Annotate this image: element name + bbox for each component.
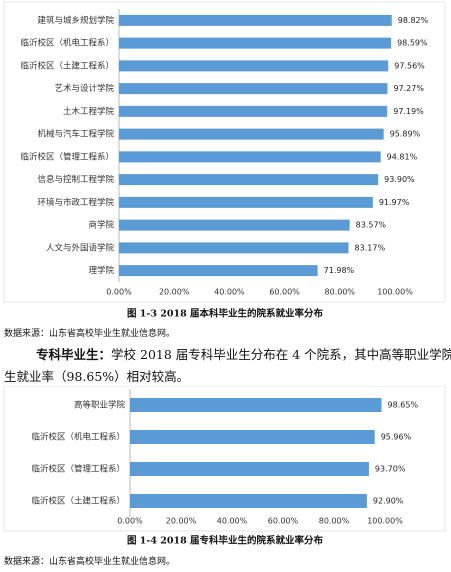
x-tick-label: 80.00%: [325, 288, 356, 297]
y-tick-label: 临沂校区（管理工程系）: [31, 464, 125, 475]
bar: [119, 242, 349, 254]
value-label: 83.57%: [356, 221, 387, 230]
bar: [119, 14, 392, 26]
chart-2: 0.00% 20.00% 40.00% 60.00% 80.00% 100.00% 高等职业…: [3, 386, 446, 547]
source-note: 数据来源：山东省高校毕业生就业信息网。: [4, 329, 176, 339]
value-label: 98.82%: [398, 16, 429, 25]
x-tick-label: 20.00%: [166, 517, 197, 526]
y-tick-label: 人文与外国语学院: [46, 242, 115, 253]
paragraph-lead: 专科毕业生：: [36, 347, 112, 362]
bar: [119, 174, 379, 186]
x-tick-label: 60.00%: [269, 288, 300, 297]
y-tick-label: 临沂校区（土建工程系）: [20, 60, 114, 71]
x-tick-label: 20.00%: [159, 288, 190, 297]
x-tick-label: 100.00%: [377, 288, 413, 297]
bar: [130, 398, 382, 412]
x-tick-label: 40.00%: [217, 517, 248, 526]
value-label: 92.90%: [373, 497, 404, 506]
value-label: 91.97%: [379, 198, 410, 207]
bar: [119, 219, 350, 231]
x-tick-label: 80.00%: [319, 517, 350, 526]
y-tick-label: 理学院: [88, 265, 114, 276]
bar: [119, 37, 392, 49]
value-label: 83.17%: [355, 243, 386, 252]
x-tick-label: 100.00%: [367, 517, 403, 526]
y-tick-label: 信息与控制工程学院: [37, 174, 114, 185]
paragraph-line: 专科毕业生：学校 2018 届专科毕业生分布在 4 个院系，其中高等职业学院毕业: [36, 344, 451, 363]
y-tick-label: 临沂校区（管理工程系）: [20, 151, 114, 162]
bar: [130, 462, 369, 476]
bar: [119, 196, 373, 208]
value-label: 93.90%: [384, 175, 415, 184]
y-tick-label: 建筑与城乡规划学院: [37, 15, 114, 26]
y-tick-label: 艺术与设计学院: [54, 83, 114, 94]
chart-title: 图 1-4 2018 届专科毕业生的院系就业率分布: [127, 535, 324, 547]
bar: [130, 494, 367, 508]
x-tick-label: 60.00%: [268, 517, 299, 526]
y-tick-label: 机械与汽车工程学院: [37, 129, 114, 140]
value-label: 93.70%: [375, 465, 406, 474]
bar: [119, 128, 384, 140]
value-label: 97.19%: [393, 107, 424, 116]
bar: [119, 105, 388, 117]
paragraph-text: 学校 2018 届专科毕业生分布在 4 个院系，其中高等职业学院毕业: [111, 347, 451, 362]
value-label: 98.65%: [388, 401, 419, 410]
chart-title: 图 1-3 2018 届本科毕业生的院系就业率分布: [127, 308, 324, 320]
paragraph-line: 生就业率（98.65%）相对较高。: [4, 369, 190, 384]
bar: [119, 151, 381, 163]
y-tick-label: 环境与市政工程学院: [37, 197, 114, 208]
x-tick-label: 0.00%: [106, 288, 132, 297]
bar: [119, 83, 388, 95]
x-tick-label: 0.00%: [117, 517, 143, 526]
value-label: 97.56%: [394, 61, 425, 70]
y-tick-label: 临沂校区（土建工程系）: [31, 496, 125, 507]
value-label: 98.59%: [397, 39, 428, 48]
chart-1: 0.00% 20.00% 40.00% 60.00% 80.00% 100.00% 建筑与城…: [3, 1, 446, 320]
x-tick-label: 40.00%: [214, 288, 245, 297]
value-label: 95.96%: [381, 433, 412, 442]
y-tick-label: 高等职业学院: [74, 400, 126, 411]
bar: [119, 60, 389, 72]
value-label: 71.98%: [324, 266, 355, 275]
y-tick-label: 临沂校区（机电工程系）: [20, 38, 114, 49]
value-label: 95.89%: [390, 130, 421, 139]
value-label: 94.81%: [387, 152, 418, 161]
y-tick-label: 商学院: [88, 220, 114, 231]
bar: [119, 265, 318, 277]
source-note: 数据来源：山东省高校毕业生就业信息网。: [4, 557, 176, 567]
y-tick-label: 临沂校区（机电工程系）: [31, 432, 125, 443]
value-label: 97.27%: [393, 84, 424, 93]
y-tick-label: 土木工程学院: [63, 106, 115, 117]
bar: [130, 430, 375, 444]
